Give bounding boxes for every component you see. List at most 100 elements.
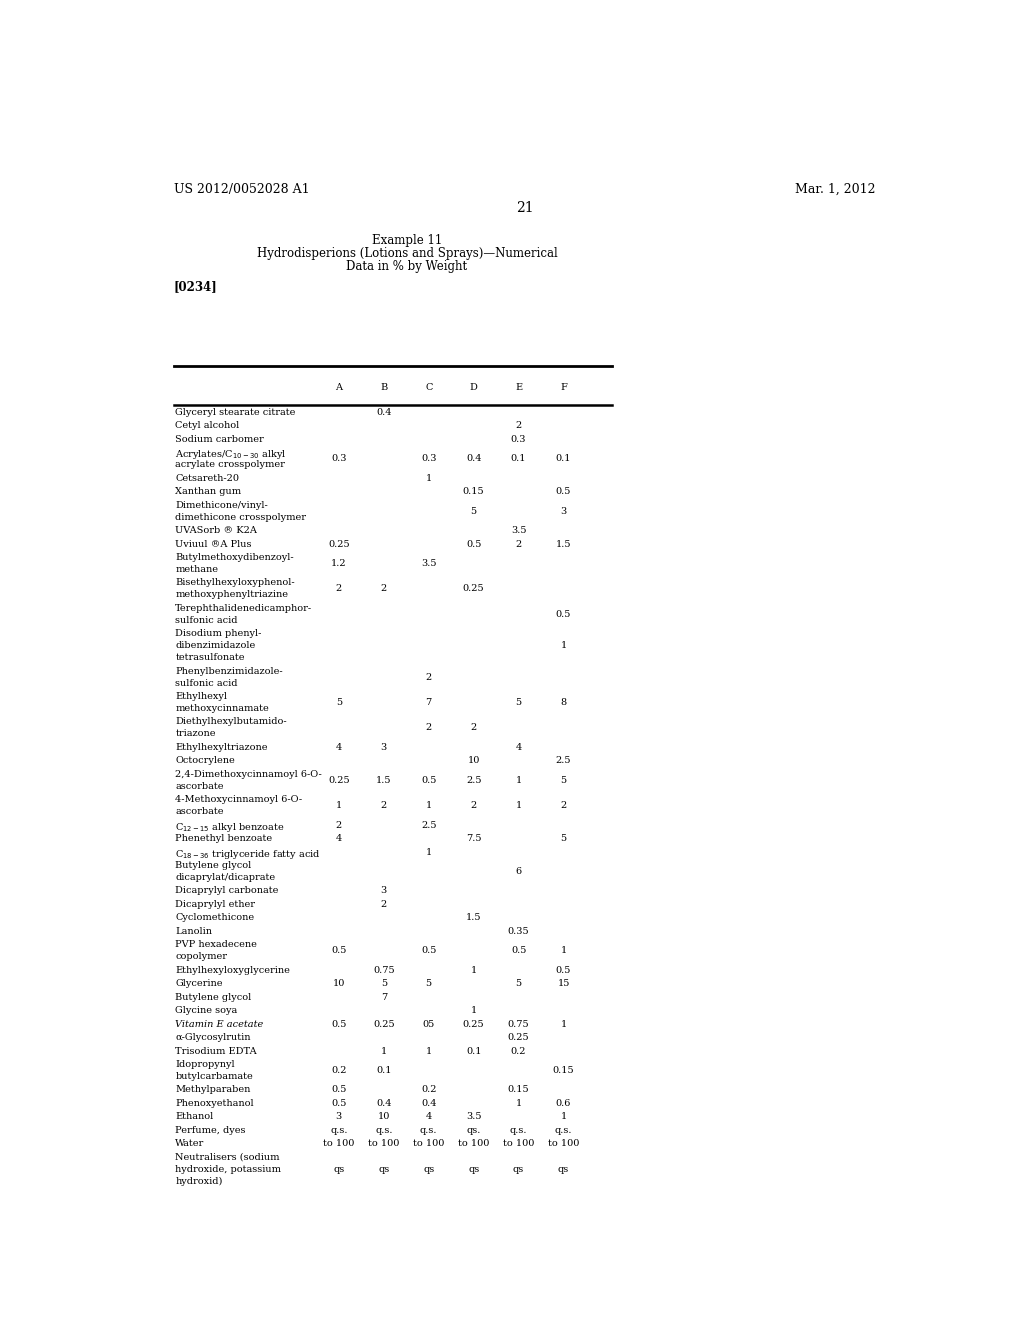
Text: 0.4: 0.4 [376, 408, 391, 417]
Text: ascorbate: ascorbate [175, 781, 224, 791]
Text: 3: 3 [381, 743, 387, 752]
Text: 0.25: 0.25 [328, 776, 349, 785]
Text: 0.25: 0.25 [508, 1034, 529, 1041]
Text: 0.3: 0.3 [331, 454, 346, 463]
Text: UVASorb ® K2A: UVASorb ® K2A [175, 527, 257, 535]
Text: PVP hexadecene: PVP hexadecene [175, 940, 257, 949]
Text: 0.4: 0.4 [376, 1100, 391, 1107]
Text: Butylmethoxydibenzoyl-: Butylmethoxydibenzoyl- [175, 553, 294, 562]
Text: 5: 5 [515, 698, 521, 708]
Text: Methylparaben: Methylparaben [175, 1085, 251, 1094]
Text: 2: 2 [426, 673, 432, 681]
Text: 2: 2 [426, 723, 432, 733]
Text: q.s.: q.s. [510, 1126, 527, 1135]
Text: Uviuul ®A Plus: Uviuul ®A Plus [175, 540, 252, 549]
Text: Ethanol: Ethanol [175, 1113, 214, 1122]
Text: qs: qs [423, 1164, 434, 1173]
Text: qs: qs [378, 1164, 389, 1173]
Text: butylcarbamate: butylcarbamate [175, 1072, 253, 1081]
Text: Lanolin: Lanolin [175, 927, 212, 936]
Text: 1: 1 [515, 801, 521, 810]
Text: 5: 5 [471, 507, 477, 516]
Text: methoxyphenyltriazine: methoxyphenyltriazine [175, 590, 289, 599]
Text: 0.5: 0.5 [421, 776, 436, 785]
Text: q.s.: q.s. [555, 1126, 572, 1135]
Text: 1: 1 [426, 847, 432, 857]
Text: qs: qs [333, 1164, 344, 1173]
Text: F: F [560, 383, 567, 392]
Text: 2: 2 [381, 900, 387, 909]
Text: 4: 4 [426, 1113, 432, 1122]
Text: Hydrodisperions (Lotions and Sprays)—Numerical: Hydrodisperions (Lotions and Sprays)—Num… [257, 247, 557, 260]
Text: sulfonic acid: sulfonic acid [175, 616, 238, 624]
Text: copolymer: copolymer [175, 952, 227, 961]
Text: Ethylhexyloxyglycerine: Ethylhexyloxyglycerine [175, 966, 290, 974]
Text: qs: qs [558, 1164, 569, 1173]
Text: 5: 5 [560, 776, 566, 785]
Text: 3.5: 3.5 [511, 527, 526, 535]
Text: Glycerine: Glycerine [175, 979, 223, 989]
Text: 4: 4 [515, 743, 521, 752]
Text: Phenethyl benzoate: Phenethyl benzoate [175, 834, 272, 843]
Text: 1: 1 [381, 1047, 387, 1056]
Text: methane: methane [175, 565, 218, 574]
Text: Butylene glycol: Butylene glycol [175, 861, 252, 870]
Text: 2: 2 [336, 585, 342, 594]
Text: 5: 5 [381, 979, 387, 989]
Text: 21: 21 [516, 201, 534, 215]
Text: 0.1: 0.1 [376, 1067, 391, 1074]
Text: Phenoxyethanol: Phenoxyethanol [175, 1100, 254, 1107]
Text: 2: 2 [381, 585, 387, 594]
Text: D: D [470, 383, 477, 392]
Text: 0.25: 0.25 [463, 1019, 484, 1028]
Text: 4: 4 [336, 743, 342, 752]
Text: 2: 2 [336, 821, 342, 829]
Text: Ethylhexyltriazone: Ethylhexyltriazone [175, 743, 267, 752]
Text: 4-Methoxycinnamoyl 6-O-: 4-Methoxycinnamoyl 6-O- [175, 795, 302, 804]
Text: Idopropynyl: Idopropynyl [175, 1060, 234, 1069]
Text: 0.3: 0.3 [511, 434, 526, 444]
Text: Neutralisers (sodium: Neutralisers (sodium [175, 1152, 280, 1162]
Text: 7.5: 7.5 [466, 834, 481, 843]
Text: methoxycinnamate: methoxycinnamate [175, 704, 269, 713]
Text: dibenzimidazole: dibenzimidazole [175, 642, 256, 651]
Text: dicaprylat/dicaprate: dicaprylat/dicaprate [175, 873, 275, 882]
Text: C$_{12-15}$ alkyl benzoate: C$_{12-15}$ alkyl benzoate [175, 821, 285, 834]
Text: 0.5: 0.5 [421, 946, 436, 956]
Text: q.s.: q.s. [375, 1126, 392, 1135]
Text: 0.2: 0.2 [511, 1047, 526, 1056]
Text: 8: 8 [560, 698, 566, 708]
Text: Dimethicone/vinyl-: Dimethicone/vinyl- [175, 500, 268, 510]
Text: 0.15: 0.15 [463, 487, 484, 496]
Text: 0.3: 0.3 [421, 454, 436, 463]
Text: α-Glycosylrutin: α-Glycosylrutin [175, 1034, 251, 1041]
Text: 0.75: 0.75 [508, 1019, 529, 1028]
Text: 0.5: 0.5 [331, 946, 346, 956]
Text: to 100: to 100 [413, 1139, 444, 1148]
Text: Xanthan gum: Xanthan gum [175, 487, 242, 496]
Text: 0.5: 0.5 [556, 610, 571, 619]
Text: US 2012/0052028 A1: US 2012/0052028 A1 [174, 183, 309, 197]
Text: qs.: qs. [467, 1126, 481, 1135]
Text: 1.5: 1.5 [556, 540, 571, 549]
Text: Octocrylene: Octocrylene [175, 756, 236, 766]
Text: 0.4: 0.4 [466, 454, 481, 463]
Text: 0.35: 0.35 [508, 927, 529, 936]
Text: hydroxid): hydroxid) [175, 1176, 222, 1185]
Text: 0.5: 0.5 [556, 487, 571, 496]
Text: 0.2: 0.2 [331, 1067, 346, 1074]
Text: 1: 1 [426, 801, 432, 810]
Text: 2: 2 [470, 801, 477, 810]
Text: q.s.: q.s. [330, 1126, 347, 1135]
Text: Dicaprylyl ether: Dicaprylyl ether [175, 900, 255, 909]
Text: qs: qs [468, 1164, 479, 1173]
Text: 1: 1 [560, 1113, 566, 1122]
Text: 3: 3 [560, 507, 566, 516]
Text: to 100: to 100 [548, 1139, 580, 1148]
Text: Ethylhexyl: Ethylhexyl [175, 692, 227, 701]
Text: 0.5: 0.5 [331, 1085, 346, 1094]
Text: Water: Water [175, 1139, 205, 1148]
Text: Vitamin E acetate: Vitamin E acetate [175, 1019, 263, 1028]
Text: 0.75: 0.75 [373, 966, 394, 974]
Text: 1.5: 1.5 [466, 913, 481, 923]
